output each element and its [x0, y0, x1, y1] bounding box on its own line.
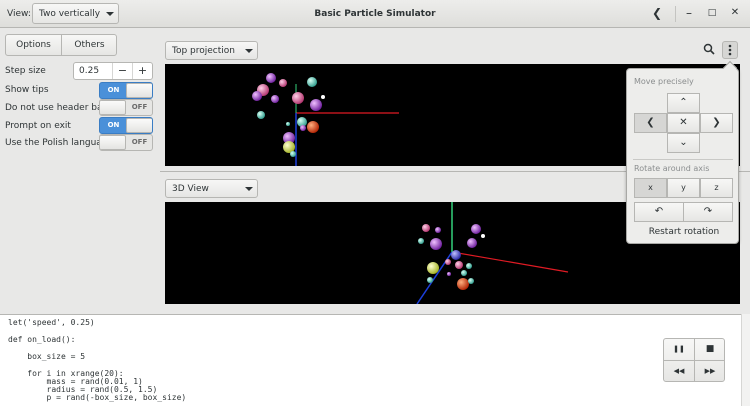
- step-size-label: Step size: [5, 66, 46, 76]
- step-size-increment-button[interactable]: +: [132, 63, 152, 79]
- script-editor[interactable]: let('speed', 0.25) def on_load(): box_si…: [0, 314, 741, 406]
- maximize-button[interactable]: □: [707, 8, 717, 18]
- rewind-button[interactable]: ◀◀: [673, 367, 685, 375]
- code-line: def on_load():: [8, 335, 76, 344]
- tab-others[interactable]: Others: [74, 40, 105, 50]
- stop-button[interactable]: ■: [705, 344, 715, 354]
- polish-language-switch[interactable]: OFF: [99, 134, 153, 151]
- tab-options[interactable]: Options: [16, 40, 51, 50]
- menu-button[interactable]: [722, 41, 738, 59]
- prompt-on-exit-switch[interactable]: ON: [99, 117, 153, 134]
- switch-state: ON: [107, 121, 120, 129]
- move-up-button[interactable]: ⌃: [667, 93, 700, 113]
- rotate-heading: Rotate around axis: [634, 164, 710, 173]
- top-view-toolbar: Top projection: [160, 36, 750, 64]
- chevron-down-icon: [245, 187, 253, 191]
- code-line: for i in xrange(20):: [8, 369, 124, 378]
- top-projection-value: Top projection: [172, 46, 235, 56]
- player-divider: [694, 339, 695, 381]
- rotate-axis-y-button[interactable]: y: [667, 178, 700, 198]
- switch-state: ON: [107, 86, 120, 94]
- switch-knob: [100, 100, 126, 115]
- polish-language-label: Use the Polish language: [5, 138, 114, 148]
- rotate-cw-button[interactable]: ↷: [683, 202, 733, 222]
- restart-rotation-button[interactable]: Restart rotation: [648, 227, 720, 237]
- move-right-button[interactable]: ❯: [700, 113, 733, 133]
- show-tips-label: Show tips: [5, 85, 49, 95]
- particle-scene-top: [252, 73, 399, 166]
- back-button[interactable]: ❮: [651, 6, 663, 20]
- move-down-button[interactable]: ⌄: [667, 133, 700, 153]
- options-sidebar: Options Others Step size 0.25 − + Show t…: [0, 29, 160, 309]
- window-title: Basic Particle Simulator: [314, 9, 436, 19]
- rotate-axis-z-button[interactable]: z: [700, 178, 733, 198]
- popover-separator: [633, 159, 733, 160]
- no-header-bar-label: Do not use header bar: [5, 103, 107, 113]
- prompt-on-exit-label: Prompt on exit: [5, 121, 71, 131]
- fast-forward-button[interactable]: ▶▶: [704, 367, 716, 375]
- more-vertical-icon: [728, 44, 732, 56]
- view-layout-combo[interactable]: Two vertically: [32, 3, 119, 24]
- switch-state: OFF: [131, 103, 148, 111]
- code-line: let('speed', 0.25): [8, 318, 95, 327]
- no-header-bar-switch[interactable]: OFF: [99, 99, 153, 116]
- show-tips-switch[interactable]: ON: [99, 82, 153, 99]
- move-left-button[interactable]: ❮: [634, 113, 667, 133]
- switch-knob: [126, 83, 152, 98]
- pause-button[interactable]: ❚❚: [673, 345, 685, 353]
- search-icon[interactable]: [702, 43, 716, 57]
- minimize-button[interactable]: –: [686, 6, 692, 20]
- chevron-down-icon: [106, 12, 114, 16]
- close-button[interactable]: ✕: [730, 7, 740, 18]
- move-popover: Move precisely ⌃ ❮ ✕ ❯ ⌄ Rotate around a…: [626, 60, 739, 244]
- chevron-down-icon: [245, 49, 253, 53]
- step-size-decrement-button[interactable]: −: [112, 63, 132, 79]
- editor-scrollbar[interactable]: [741, 314, 750, 406]
- rotate-ccw-button[interactable]: ↶: [634, 202, 684, 222]
- code-line: radius = rand(0.5, 1.5): [8, 385, 158, 394]
- switch-state: OFF: [131, 138, 148, 146]
- tab-divider: [61, 35, 62, 55]
- playback-controls: ❚❚ ■ ◀◀ ▶▶: [663, 338, 725, 382]
- bottom-projection-value: 3D View: [172, 184, 209, 194]
- step-size-value[interactable]: 0.25: [79, 66, 100, 76]
- bottom-projection-combo[interactable]: 3D View: [165, 179, 258, 198]
- particle-scene-3d: [416, 202, 569, 304]
- header-separator: [675, 6, 676, 22]
- switch-knob: [100, 135, 126, 150]
- rotate-axis-x-button[interactable]: x: [634, 178, 667, 198]
- view-layout-value: Two vertically: [39, 9, 101, 19]
- step-size-spinbutton[interactable]: 0.25 − +: [73, 62, 153, 80]
- pane-separator[interactable]: [160, 171, 750, 172]
- code-line: mass = rand(0.01, 1): [8, 377, 143, 386]
- top-projection-combo[interactable]: Top projection: [165, 41, 258, 60]
- move-reset-button[interactable]: ✕: [667, 113, 700, 133]
- code-line: box_size = 5: [8, 352, 86, 361]
- view-label: View:: [7, 9, 31, 19]
- move-precisely-heading: Move precisely: [634, 77, 694, 86]
- stack-switcher: Options Others: [5, 34, 117, 56]
- code-line: p = rand(-box_size, box_size): [8, 393, 187, 402]
- switch-knob: [126, 118, 152, 133]
- header-bar: View: Two vertically Basic Particle Simu…: [0, 0, 750, 28]
